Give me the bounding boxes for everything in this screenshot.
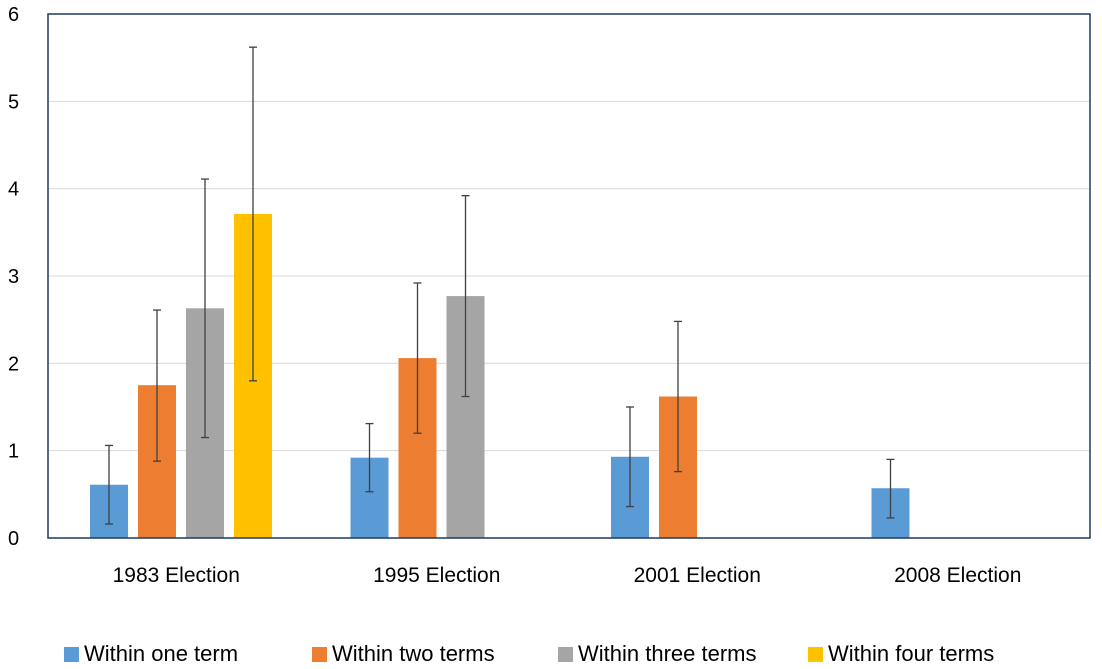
x-axis-labels: 1983 Election 1995 Election 2001 Election 2… <box>113 564 1022 587</box>
y-tick-label: 5 <box>8 91 19 113</box>
error-bar-1-4 <box>886 458 895 519</box>
x-tick-label: 2001 Election <box>634 564 761 587</box>
legend-label: Within two terms <box>332 641 495 666</box>
legend-item: Within three terms <box>558 641 757 666</box>
error-bar-2-3 <box>674 320 682 473</box>
error-bar-4-1 <box>249 46 257 382</box>
x-tick-label: 2008 Election <box>894 564 1021 587</box>
x-tick-label: 1995 Election <box>373 564 500 587</box>
bars <box>90 213 910 538</box>
legend-item: Within one term <box>64 641 238 666</box>
error-bar-1-3 <box>626 406 634 508</box>
y-tick-label: 3 <box>8 266 19 288</box>
legend: Within one term Within two terms Within th… <box>64 641 994 666</box>
error-bar-1-1 <box>105 444 113 525</box>
y-tick-label: 1 <box>8 441 19 463</box>
legend-swatch <box>64 647 79 662</box>
error-bar-3-1 <box>201 178 209 439</box>
y-tick-label: 0 <box>8 528 19 550</box>
legend-label: Within four terms <box>828 641 994 666</box>
legend-swatch <box>312 647 327 662</box>
error-bar-2-1 <box>153 309 161 462</box>
legend-swatch <box>558 647 573 662</box>
legend-label: Within one term <box>84 641 238 666</box>
legend-swatch <box>808 647 823 662</box>
y-axis-ticks: 0 1 2 3 4 5 6 <box>8 4 19 550</box>
plot-area-border <box>47 13 1091 539</box>
legend-item: Within four terms <box>808 641 994 666</box>
error-bar-3-2 <box>461 195 470 398</box>
error-bars <box>105 46 895 525</box>
legend-item: Within two terms <box>312 641 495 666</box>
error-bar-2-2 <box>413 282 422 434</box>
error-bar-1-2 <box>365 422 374 493</box>
x-tick-label: 1983 Election <box>113 564 240 587</box>
y-tick-label: 4 <box>8 179 19 201</box>
y-tick-label: 2 <box>8 353 19 375</box>
legend-label: Within three terms <box>578 641 757 666</box>
y-tick-label: 6 <box>8 4 19 26</box>
